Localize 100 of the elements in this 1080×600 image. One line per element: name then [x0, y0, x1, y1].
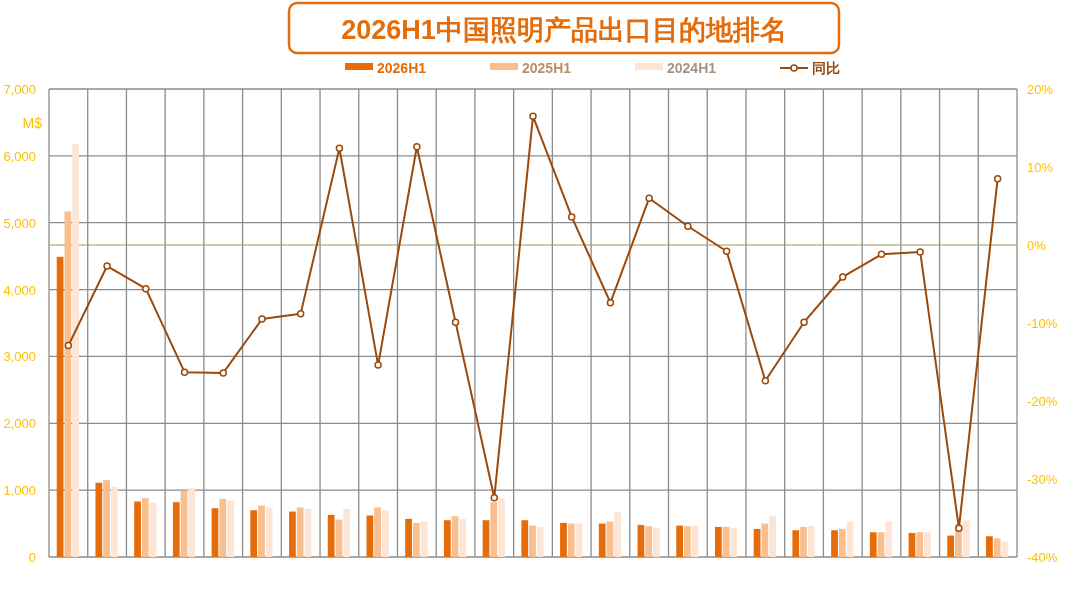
y-tick-label: 1,000 [3, 483, 36, 499]
point [142, 284, 150, 293]
bar [614, 512, 622, 557]
point [296, 309, 305, 318]
bar [412, 522, 420, 557]
point [606, 298, 615, 307]
point [645, 194, 653, 202]
bar [498, 498, 505, 557]
bar [405, 518, 412, 557]
legend-label: 2025H1 [522, 60, 572, 76]
bar [443, 520, 451, 557]
y-axis-title: M$ [22, 115, 43, 131]
point [955, 524, 963, 532]
point [800, 318, 808, 326]
bar [482, 520, 490, 557]
bar [343, 508, 351, 557]
point [374, 361, 382, 369]
bar [653, 527, 660, 557]
bar [645, 526, 653, 557]
bar [792, 530, 800, 557]
y2-tick-label: 20% [1027, 82, 1054, 97]
point [490, 493, 499, 502]
legend-label: 2024H1 [667, 60, 717, 76]
bar [219, 498, 227, 557]
point [451, 318, 460, 326]
bar [730, 528, 738, 557]
bar [258, 505, 265, 557]
y2-tick-label: 0% [1027, 238, 1047, 253]
bar [831, 530, 838, 557]
bar [838, 528, 846, 557]
chart-title: 2026H1中国照明产品出口目的地排名 [341, 15, 787, 45]
bar [714, 526, 722, 557]
bar [869, 532, 877, 557]
bar [761, 523, 769, 557]
point [180, 368, 189, 376]
bar [110, 486, 118, 557]
bar [64, 211, 72, 557]
bar [188, 488, 196, 557]
point [335, 144, 344, 153]
bar [172, 502, 180, 557]
bar [986, 536, 993, 557]
bar [327, 514, 335, 557]
bar [877, 532, 885, 557]
point [761, 376, 770, 385]
y-tick-label: 3,000 [3, 349, 36, 365]
point [722, 247, 731, 255]
bar [459, 518, 467, 557]
y-tick-label: 4,000 [3, 282, 36, 298]
bar [769, 516, 776, 557]
point [839, 273, 847, 281]
bar [676, 525, 684, 557]
point [877, 250, 886, 259]
bar [521, 520, 529, 557]
bar [490, 502, 498, 557]
bar [598, 523, 606, 557]
bar [560, 522, 567, 557]
bar [684, 526, 691, 557]
point [916, 248, 924, 256]
bar [289, 511, 296, 557]
bar [296, 507, 304, 557]
bar [103, 480, 110, 557]
bar [800, 526, 807, 557]
point [219, 369, 227, 377]
y2-tick-label: -40% [1027, 550, 1058, 565]
bar [993, 538, 1001, 557]
y2-tick-label: -30% [1027, 472, 1058, 487]
y-tick-label: 7,000 [3, 82, 36, 97]
bar [807, 526, 815, 557]
bar [72, 143, 79, 557]
y-tick-label: 2,000 [3, 416, 36, 432]
point [993, 174, 1002, 183]
y2-tick-label: 10% [1027, 160, 1054, 175]
bar [374, 507, 381, 557]
legend-label: 2026H1 [377, 60, 427, 76]
point [684, 222, 692, 231]
point [567, 213, 576, 221]
bar [536, 526, 544, 557]
bar [924, 532, 931, 557]
bar [916, 532, 924, 557]
bar [947, 535, 955, 557]
y-tick-label: 6,000 [3, 148, 36, 164]
bar [134, 501, 141, 557]
legend-label: 同比 [812, 60, 840, 76]
y-tick-label: 5,000 [3, 215, 36, 231]
point [64, 341, 73, 350]
y2-tick-label: -10% [1027, 316, 1058, 331]
bar [227, 500, 234, 557]
bar [265, 507, 273, 557]
bar [250, 510, 258, 557]
bar [141, 498, 149, 557]
bar [567, 523, 575, 557]
y-tick-label: 0 [28, 550, 36, 565]
y2-tick-label: -20% [1027, 394, 1058, 409]
bar [962, 520, 970, 557]
bar [529, 525, 536, 557]
point [413, 142, 421, 151]
bar [95, 482, 103, 557]
point [258, 315, 266, 323]
bar [381, 510, 389, 557]
point [103, 262, 111, 270]
